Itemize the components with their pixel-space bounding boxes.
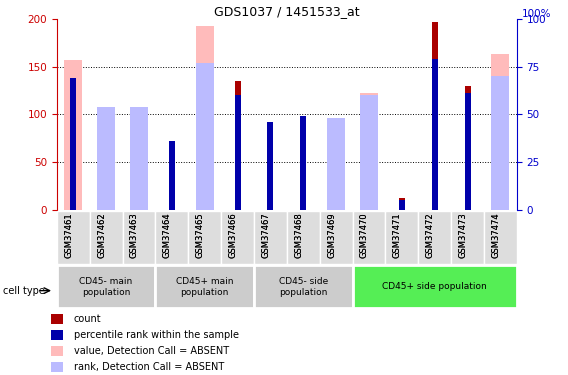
Text: percentile rank within the sample: percentile rank within the sample — [74, 330, 239, 340]
Bar — [432, 59, 438, 210]
Bar — [491, 54, 509, 210]
Text: GSM37468: GSM37468 — [294, 213, 303, 258]
Text: GSM37464: GSM37464 — [163, 213, 172, 258]
Bar — [64, 60, 82, 210]
Text: cell type: cell type — [3, 286, 45, 296]
Text: GSM37471: GSM37471 — [393, 213, 402, 258]
Text: GSM37463: GSM37463 — [130, 213, 139, 258]
Text: GSM37464: GSM37464 — [163, 213, 172, 258]
Text: GSM37473: GSM37473 — [458, 213, 467, 258]
Bar — [235, 95, 240, 210]
FancyBboxPatch shape — [188, 211, 221, 264]
Text: GSM37469: GSM37469 — [327, 213, 336, 258]
FancyBboxPatch shape — [254, 211, 287, 264]
Text: GSM37461: GSM37461 — [64, 213, 73, 258]
Text: GSM37465: GSM37465 — [196, 213, 204, 258]
Bar — [130, 107, 148, 210]
Bar — [360, 95, 378, 210]
Bar — [51, 330, 64, 340]
Text: GSM37462: GSM37462 — [97, 213, 106, 258]
Bar — [465, 86, 470, 210]
Text: rank, Detection Call = ABSENT: rank, Detection Call = ABSENT — [74, 362, 224, 372]
Text: GSM37466: GSM37466 — [228, 213, 237, 258]
FancyBboxPatch shape — [221, 211, 254, 264]
FancyBboxPatch shape — [353, 265, 517, 309]
FancyBboxPatch shape — [386, 211, 418, 264]
FancyBboxPatch shape — [90, 211, 123, 264]
Bar — [70, 78, 76, 210]
Text: GSM37462: GSM37462 — [97, 213, 106, 258]
Bar — [399, 198, 405, 210]
FancyBboxPatch shape — [320, 211, 353, 264]
Bar — [300, 129, 306, 210]
Text: GSM37472: GSM37472 — [426, 213, 435, 258]
Text: GSM37471: GSM37471 — [393, 213, 402, 258]
Title: GDS1037 / 1451533_at: GDS1037 / 1451533_at — [214, 4, 360, 18]
Text: GSM37474: GSM37474 — [491, 213, 500, 258]
Text: GSM37469: GSM37469 — [327, 213, 336, 258]
Bar — [169, 151, 175, 210]
Bar — [51, 314, 64, 324]
FancyBboxPatch shape — [418, 211, 451, 264]
FancyBboxPatch shape — [451, 211, 484, 264]
Text: GSM37463: GSM37463 — [130, 213, 139, 258]
FancyBboxPatch shape — [156, 265, 254, 309]
Text: 100%: 100% — [521, 9, 551, 19]
FancyBboxPatch shape — [57, 265, 156, 309]
Text: count: count — [74, 314, 101, 324]
Bar — [360, 93, 378, 210]
Bar — [195, 26, 214, 210]
FancyBboxPatch shape — [57, 211, 90, 264]
Bar — [130, 114, 148, 210]
Bar — [195, 63, 214, 210]
Text: CD45- main
population: CD45- main population — [80, 277, 133, 297]
FancyBboxPatch shape — [287, 211, 320, 264]
Bar — [97, 114, 115, 210]
Text: GSM37466: GSM37466 — [228, 213, 237, 258]
Text: CD45- side
population: CD45- side population — [279, 277, 328, 297]
Text: GSM37468: GSM37468 — [294, 213, 303, 258]
Text: GSM37467: GSM37467 — [261, 213, 270, 258]
Text: GSM37474: GSM37474 — [491, 213, 500, 258]
FancyBboxPatch shape — [353, 211, 386, 264]
Bar — [327, 126, 345, 210]
FancyBboxPatch shape — [254, 265, 353, 309]
Bar — [465, 93, 470, 210]
Text: GSM37461: GSM37461 — [64, 213, 73, 258]
Bar — [300, 116, 306, 210]
Bar — [51, 346, 64, 356]
Bar — [268, 122, 273, 210]
Bar — [491, 76, 509, 210]
Text: value, Detection Call = ABSENT: value, Detection Call = ABSENT — [74, 346, 229, 356]
Bar — [399, 200, 405, 210]
Text: GSM37470: GSM37470 — [360, 213, 369, 258]
FancyBboxPatch shape — [484, 211, 517, 264]
Bar — [169, 141, 175, 210]
Bar — [327, 118, 345, 210]
Bar — [432, 22, 438, 210]
Bar — [235, 81, 240, 210]
Text: GSM37465: GSM37465 — [196, 213, 204, 258]
FancyBboxPatch shape — [156, 211, 188, 264]
Bar — [268, 138, 273, 210]
Text: CD45+ side population: CD45+ side population — [382, 282, 487, 291]
Text: GSM37467: GSM37467 — [261, 213, 270, 258]
Bar — [97, 107, 115, 210]
Bar — [51, 362, 64, 372]
Text: GSM37470: GSM37470 — [360, 213, 369, 258]
FancyBboxPatch shape — [123, 211, 156, 264]
Text: GSM37472: GSM37472 — [426, 213, 435, 258]
Text: GSM37473: GSM37473 — [458, 213, 467, 258]
Text: CD45+ main
population: CD45+ main population — [176, 277, 233, 297]
